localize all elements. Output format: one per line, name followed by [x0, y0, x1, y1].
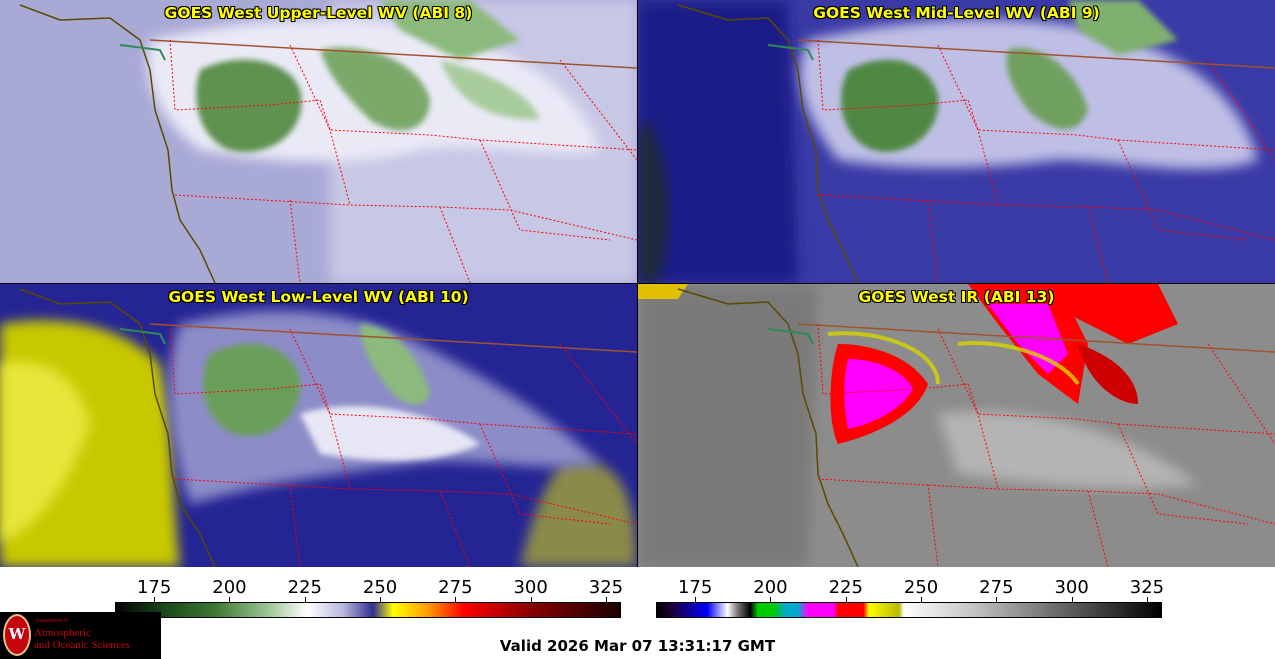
colorbar-tick-label: 300	[1054, 577, 1089, 598]
colorbar-tick-mark	[455, 597, 457, 602]
upper-level-wv-panel: GOES West Upper-Level WV (ABI 8)	[0, 0, 637, 283]
low-level-wv-panel: GOES West Low-Level WV (ABI 10)	[0, 284, 637, 567]
mid-level-wv-image	[638, 0, 1275, 283]
ir-colorbar: 175 200 225 250 275 300 325	[656, 577, 1165, 622]
wv-colorbar-ticks: 175 200 225 250 275 300 325	[115, 577, 624, 599]
colorbar-tick-label: 175	[136, 577, 172, 598]
upper-level-wv-map-overlay	[19, 4, 637, 283]
colorbar-tick-label: 250	[362, 577, 398, 598]
colorbar-tick-mark	[1071, 597, 1073, 602]
ir-image	[638, 284, 1275, 567]
colorbar-tick-label: 250	[903, 577, 939, 598]
uw-seal-icon: W	[3, 614, 31, 656]
colorbar-tick-label: 200	[212, 577, 247, 598]
colorbar-tick-mark	[380, 597, 382, 602]
wv-colorbar-gradient	[115, 602, 621, 618]
colorbar-tick-mark	[921, 597, 923, 602]
colorbar-tick-label: 300	[513, 577, 548, 598]
aos-logo: W Department of Atmospheric and Oceanic …	[0, 612, 161, 659]
colorbar-tick-mark	[605, 597, 607, 602]
colorbar-tick-label: 325	[588, 577, 624, 598]
colorbar-tick-label: 175	[677, 577, 713, 598]
ir-colorbar-gradient	[656, 602, 1162, 618]
colorbar-tick-mark	[845, 597, 847, 602]
colorbar-tick-mark	[154, 597, 156, 602]
colorbar-tick-label: 200	[753, 577, 788, 598]
colorbar-tick-mark	[1146, 597, 1148, 602]
panel-divider-horizontal	[0, 283, 1275, 284]
colorbar-tick-mark	[996, 597, 998, 602]
low-level-wv-image	[0, 284, 637, 567]
colorbar-tick-label: 325	[1129, 577, 1165, 598]
mid-level-wv-map-overlay	[677, 4, 1275, 283]
mid-level-wv-panel: GOES West Mid-Level WV (ABI 9)	[638, 0, 1275, 283]
logo-line-1: Atmospheric	[34, 627, 91, 639]
colorbar-tick-mark	[770, 597, 772, 602]
colorbar-tick-label: 275	[438, 577, 473, 598]
colorbar-tick-mark	[695, 597, 697, 602]
ir-map-overlay	[677, 288, 1275, 567]
colorbar-tick-label: 275	[979, 577, 1014, 598]
valid-time-label: Valid 2026 Mar 07 13:31:17 GMT	[499, 637, 776, 655]
wv-colorbar: 175 200 225 250 275 300 325	[115, 577, 624, 622]
colorbar-tick-mark	[304, 597, 306, 602]
colorbar-tick-label: 225	[287, 577, 322, 598]
upper-level-wv-image	[0, 0, 637, 283]
colorbar-tick-label: 225	[828, 577, 863, 598]
logo-line-2: and Oceanic Sciences	[34, 639, 130, 651]
low-level-wv-map-overlay	[19, 288, 637, 567]
logo-dept-text: Department of	[36, 618, 68, 624]
ir-panel: GOES West IR (ABI 13)	[638, 284, 1275, 567]
colorbar-tick-mark	[229, 597, 231, 602]
colorbar-tick-mark	[530, 597, 532, 602]
ir-colorbar-ticks: 175 200 225 250 275 300 325	[656, 577, 1165, 599]
